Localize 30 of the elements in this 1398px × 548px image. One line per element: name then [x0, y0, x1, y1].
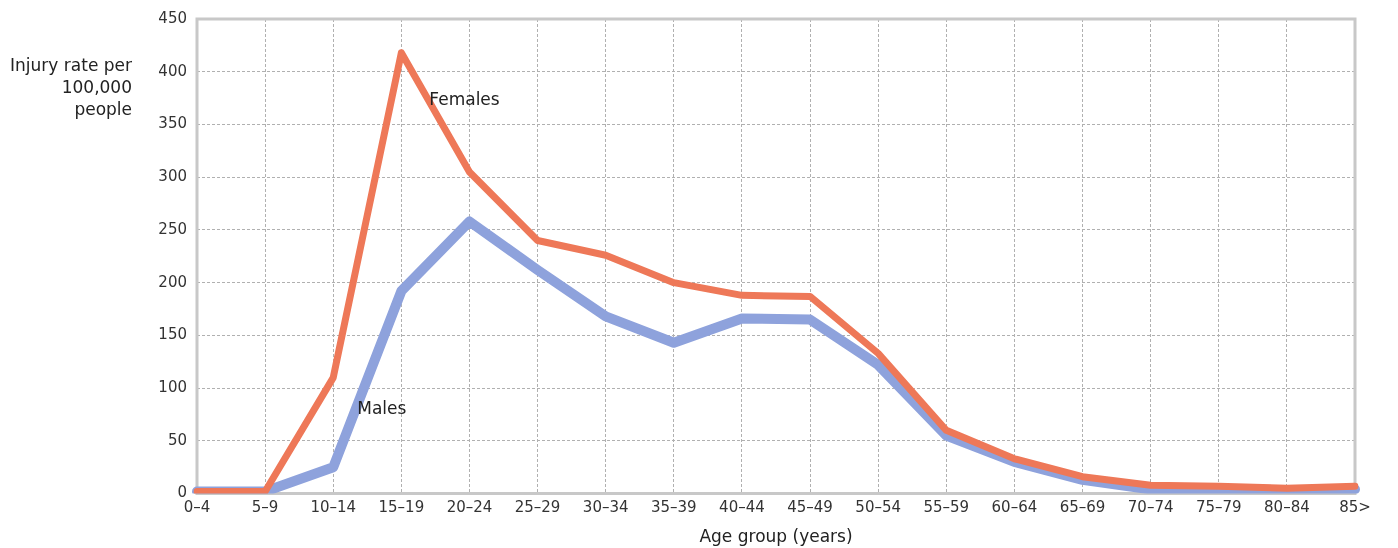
x-tick-label: 50–54 — [855, 498, 902, 517]
x-tick-label: 15–19 — [378, 498, 425, 517]
x-tick-label: 30–34 — [582, 498, 629, 517]
x-tick-label: 85> — [1339, 498, 1371, 517]
x-tick-label: 80–84 — [1264, 498, 1310, 517]
series-label: Males — [357, 397, 407, 418]
y-axis-title: Injury rate per 100,000 people — [9, 54, 132, 120]
y-tick-label: 50 — [167, 430, 187, 449]
x-tick-label: 25–29 — [514, 498, 561, 517]
x-tick-label: 35–39 — [650, 498, 697, 517]
x-tick-label: 45–49 — [787, 498, 833, 517]
y-tick-label: 350 — [158, 114, 187, 133]
x-tick-label: 70–74 — [1127, 498, 1174, 517]
x-tick-label: 75–79 — [1195, 498, 1242, 517]
x-tick-label: 65–69 — [1059, 498, 1106, 517]
x-tick-label: 5–9 — [251, 498, 279, 517]
y-tick-label: 450 — [158, 8, 187, 27]
y-tick-label: 200 — [158, 272, 187, 291]
y-tick-label: 150 — [158, 325, 187, 344]
x-tick-label: 20–24 — [446, 498, 493, 517]
x-tick-label: 10–14 — [310, 498, 357, 517]
y-tick-label: 400 — [158, 61, 187, 80]
y-tick-label: 100 — [158, 378, 187, 397]
x-tick-label: 40–44 — [719, 498, 765, 517]
series-label: Females — [429, 89, 500, 110]
y-tick-label: 250 — [158, 219, 187, 238]
x-tick-label: 60–64 — [991, 498, 1038, 517]
x-tick-label: 55–59 — [923, 498, 970, 517]
x-axis-title: Age group (years) — [699, 526, 853, 547]
y-tick-label: 300 — [158, 167, 187, 186]
